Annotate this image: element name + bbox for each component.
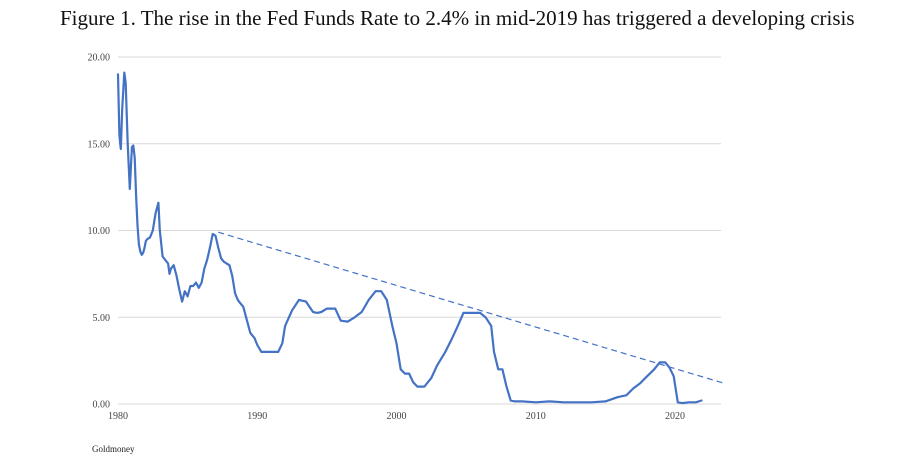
x-tick-label: 2020 [665,411,685,422]
source-label: Goldmoney [92,444,135,454]
x-tick-label: 1980 [108,411,128,422]
y-tick-label: 20.00 [88,53,111,64]
x-tick-label: 1990 [247,411,267,422]
x-tick-label: 2010 [526,411,546,422]
series-line-0 [116,71,703,405]
y-tick-label: 0.00 [93,400,111,411]
x-axis-ticks: 1980 1990 2000 2010 2020 [108,411,685,422]
trend-line [218,231,724,384]
grid-lines [118,56,721,405]
y-tick-label: 10.00 [88,226,111,237]
y-axis-ticks: 0.00 5.00 10.00 15.00 20.00 [88,53,111,411]
chart-marks [116,71,724,405]
y-tick-label: 5.00 [93,313,111,324]
y-tick-label: 15.00 [88,139,111,150]
x-tick-label: 2000 [387,411,407,422]
chart-title: Figure 1. The rise in the Fed Funds Rate… [60,6,855,30]
